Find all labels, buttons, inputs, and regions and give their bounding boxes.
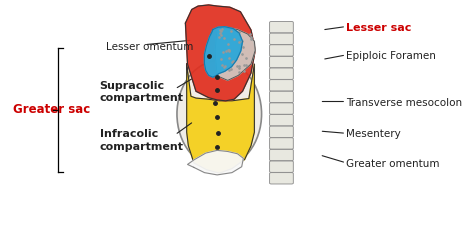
Polygon shape bbox=[215, 29, 255, 81]
FancyBboxPatch shape bbox=[270, 150, 293, 161]
FancyBboxPatch shape bbox=[270, 57, 293, 68]
Text: Epiploic Foramen: Epiploic Foramen bbox=[346, 51, 436, 61]
Polygon shape bbox=[204, 28, 243, 78]
Polygon shape bbox=[185, 6, 255, 101]
FancyBboxPatch shape bbox=[270, 138, 293, 150]
Polygon shape bbox=[187, 65, 255, 173]
FancyBboxPatch shape bbox=[270, 34, 293, 45]
Ellipse shape bbox=[177, 61, 262, 168]
Text: Lesser omentum: Lesser omentum bbox=[106, 42, 194, 52]
FancyBboxPatch shape bbox=[270, 104, 293, 115]
FancyBboxPatch shape bbox=[270, 69, 293, 80]
FancyBboxPatch shape bbox=[270, 127, 293, 138]
Polygon shape bbox=[188, 151, 243, 175]
Text: Infracolic
compartment: Infracolic compartment bbox=[100, 129, 183, 151]
FancyBboxPatch shape bbox=[270, 22, 293, 34]
FancyBboxPatch shape bbox=[270, 115, 293, 126]
FancyBboxPatch shape bbox=[270, 92, 293, 103]
FancyBboxPatch shape bbox=[270, 46, 293, 57]
FancyBboxPatch shape bbox=[270, 80, 293, 92]
FancyBboxPatch shape bbox=[270, 161, 293, 173]
FancyBboxPatch shape bbox=[270, 173, 293, 184]
Text: Supracolic
compartment: Supracolic compartment bbox=[100, 81, 183, 103]
Text: Mesentery: Mesentery bbox=[346, 129, 401, 139]
Text: Transverse mesocolon: Transverse mesocolon bbox=[346, 97, 462, 107]
Text: Greater omentum: Greater omentum bbox=[346, 158, 440, 168]
Text: Lesser sac: Lesser sac bbox=[346, 22, 411, 32]
Text: Greater sac: Greater sac bbox=[13, 102, 91, 115]
